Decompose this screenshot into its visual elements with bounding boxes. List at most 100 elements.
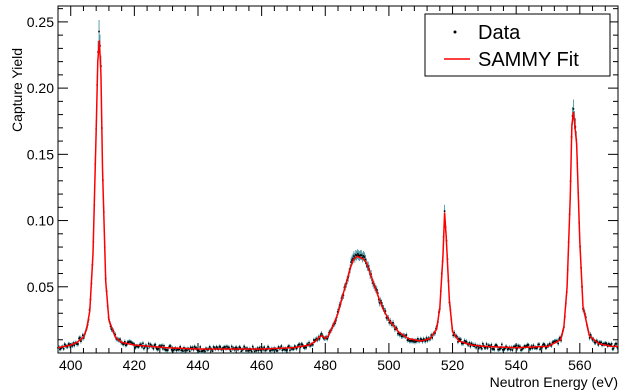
data-point <box>460 338 462 341</box>
data-point <box>76 343 78 345</box>
data-point <box>405 334 408 336</box>
data-point <box>431 336 433 339</box>
data-point <box>487 344 490 347</box>
data-point <box>363 256 366 258</box>
data-point <box>109 325 112 328</box>
x-tick-label: 560 <box>568 357 592 373</box>
data-point <box>452 334 454 337</box>
data-point <box>313 339 315 341</box>
data-point <box>326 338 328 340</box>
data-point <box>73 344 76 347</box>
axis-ticks <box>57 6 619 354</box>
data-point <box>532 344 535 347</box>
data-point <box>614 343 617 345</box>
data-point <box>248 349 250 352</box>
data-point <box>156 348 159 351</box>
data-point <box>289 349 291 352</box>
data-point <box>406 339 409 341</box>
data-point <box>192 348 195 351</box>
data-point <box>62 347 65 350</box>
data-point <box>553 340 556 343</box>
y-tick-label: 0.20 <box>27 80 54 96</box>
data-point <box>609 344 612 346</box>
data-point <box>593 341 596 344</box>
data-point <box>196 349 199 352</box>
x-axis-title: Neutron Energy (eV) <box>490 374 618 390</box>
data-point <box>199 346 202 348</box>
legend-data-label: Data <box>478 22 521 44</box>
data-point <box>312 343 314 346</box>
data-point <box>361 256 364 259</box>
data-point <box>394 328 396 331</box>
data-point <box>419 338 422 340</box>
data-point <box>484 347 487 349</box>
data-point <box>213 347 216 349</box>
data-point <box>411 339 413 341</box>
data-point <box>515 344 517 347</box>
data-point <box>292 347 294 350</box>
data-point <box>251 345 254 348</box>
data-point <box>528 347 531 350</box>
data-point <box>496 345 498 347</box>
data-point <box>232 347 235 350</box>
data-point <box>360 254 363 256</box>
data-point <box>557 342 559 345</box>
data-point <box>229 350 232 353</box>
data-point <box>223 346 225 349</box>
data-point <box>413 339 415 342</box>
data-point <box>523 345 526 347</box>
data-point <box>519 345 521 348</box>
data-point <box>540 346 542 349</box>
fit-line-group <box>57 40 618 350</box>
data-point <box>293 345 296 348</box>
sammy-fit-line <box>57 40 618 350</box>
data-point <box>128 340 131 343</box>
data-point <box>494 344 496 347</box>
data-point <box>161 344 163 347</box>
data-point <box>303 347 306 349</box>
data-point <box>319 334 322 337</box>
data-point <box>244 347 246 349</box>
data-point <box>212 346 215 348</box>
data-point <box>492 347 495 350</box>
data-point <box>521 348 523 351</box>
data-point <box>300 343 303 345</box>
data-point <box>134 346 137 349</box>
data-point <box>546 344 549 347</box>
data-point <box>417 338 419 340</box>
data-point <box>527 344 530 346</box>
data-point <box>124 344 127 347</box>
data-point <box>189 346 192 349</box>
data-point <box>298 343 301 346</box>
data-point <box>169 345 172 347</box>
data-point <box>544 344 546 346</box>
data-point <box>539 348 541 351</box>
data-point <box>137 346 139 348</box>
data-point <box>314 338 317 341</box>
data-point <box>490 344 493 346</box>
data-point <box>498 348 500 351</box>
data-point <box>388 321 391 324</box>
data-point <box>358 255 361 257</box>
data-point <box>328 331 330 334</box>
data-point <box>69 346 72 349</box>
data-point <box>543 343 545 345</box>
data-point <box>430 334 433 336</box>
x-tick-label: 400 <box>59 357 83 373</box>
data-point <box>140 343 142 346</box>
data-point <box>228 346 230 349</box>
data-point <box>275 350 278 352</box>
data-point <box>122 343 124 345</box>
data-point <box>464 341 467 343</box>
data-point <box>264 349 266 352</box>
data-point <box>152 347 155 350</box>
data-point <box>235 346 238 349</box>
data-point <box>216 347 219 349</box>
data-point <box>286 349 288 351</box>
data-point <box>351 259 353 262</box>
data-point <box>604 342 606 345</box>
data-point <box>180 349 182 352</box>
data-point <box>598 341 601 344</box>
data-point <box>164 348 166 351</box>
